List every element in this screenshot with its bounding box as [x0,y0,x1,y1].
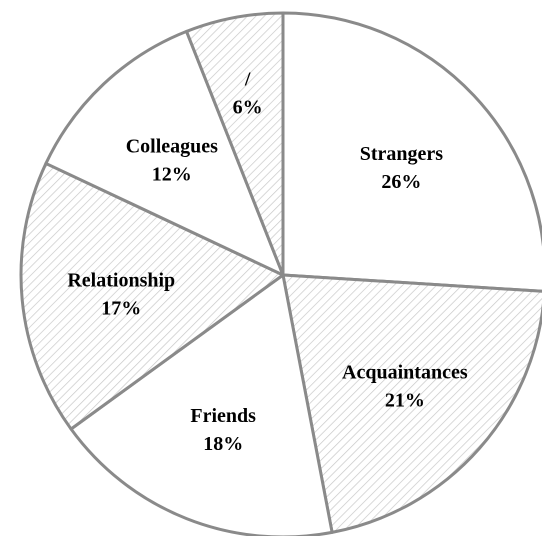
pie-slice-relationship [19,161,285,431]
slice-percent-label: 18% [203,433,243,455]
pie-slice-acquaintances [281,273,542,534]
slice-name-label: Strangers [360,143,444,165]
slice-name-label: Acquaintances [342,361,468,383]
slice-percent-label: 6% [233,97,263,119]
slice-name-label: Colleagues [126,136,218,158]
pie-slice-friends [69,273,334,536]
slice-name-label: Relationship [67,269,175,291]
slice-percent-label: 17% [101,297,141,319]
pie-label-2: Friends 18% [190,405,256,455]
pie-slice-unlabeled [185,11,285,277]
pie-label-4: Colleagues 12% [126,136,218,186]
pie-label-3: Relationship 17% [67,269,175,319]
pie-slice-strangers [281,11,542,293]
slice-percent-label: 21% [385,389,425,411]
pie-labels: Strangers 26% Acquaintances 21% Friends 18% Re… [67,69,467,455]
slice-name-label: Friends [190,405,256,427]
slice-percent-label: 12% [152,164,192,186]
pie-slice-colleagues [44,29,285,277]
pie-label-5: / 6% [233,69,263,119]
pie-slices [19,11,542,536]
slice-percent-label: 26% [381,171,421,193]
pie-label-1: Acquaintances 21% [342,361,468,411]
pie-label-0: Strangers 26% [360,143,444,193]
slice-name-label: / [244,69,251,91]
